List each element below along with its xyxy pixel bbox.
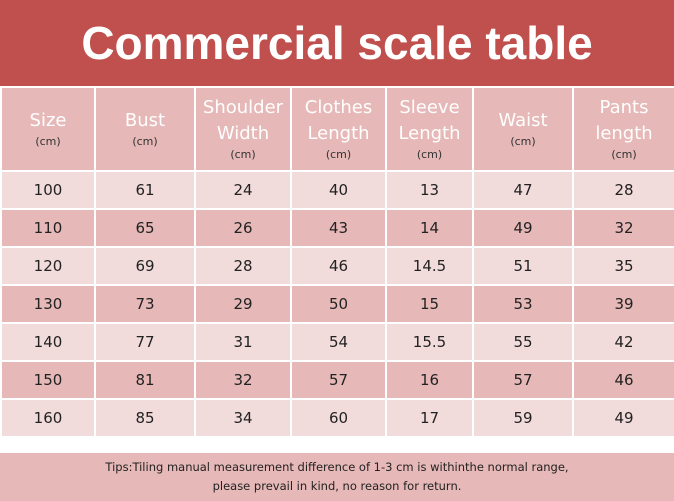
table-cell: 47 (472, 170, 574, 210)
header-label: Bust (124, 110, 166, 131)
header-row: Size (cm) Bust (cm) Shoulder Width (cm) Clothes… (0, 86, 674, 172)
table-cell: 28 (572, 170, 674, 210)
table-header: Size (cm) Bust (cm) Shoulder Width (cm) Clothes… (0, 86, 674, 172)
table-row: 110 65 26 43 14 49 32 (0, 208, 674, 248)
table-cell: 81 (94, 360, 196, 400)
size-table: Size (cm) Bust (cm) Shoulder Width (cm) Clothes… (0, 86, 674, 438)
table-row: 160 85 34 60 17 59 49 (0, 398, 674, 438)
table-cell: 29 (194, 284, 292, 324)
table-cell: 140 (0, 322, 96, 362)
header-label: Width (216, 123, 270, 144)
header-unit: (cm) (325, 148, 352, 161)
table-cell: 59 (472, 398, 574, 438)
table-cell: 43 (290, 208, 387, 248)
header-unit: (cm) (416, 148, 443, 161)
header-unit: (cm) (230, 148, 256, 161)
table-cell: 46 (572, 360, 674, 400)
table-cell: 54 (290, 322, 387, 362)
table-cell: 26 (194, 208, 292, 248)
table-cell: 14.5 (385, 246, 474, 286)
table-cell: 120 (0, 246, 96, 286)
table-cell: 17 (385, 398, 474, 438)
tip-line: please prevail in kind, no reason for re… (212, 479, 462, 493)
header-label: Pants (599, 97, 649, 118)
header-cell: Bust (cm) (94, 86, 196, 172)
table-cell: 15.5 (385, 322, 474, 362)
header-cell: Clothes Length (cm) (290, 86, 387, 172)
table-row: 150 81 32 57 16 57 46 (0, 360, 674, 400)
table-cell: 16 (385, 360, 474, 400)
title: Commercial scale table (0, 0, 674, 86)
header-label: length (595, 123, 653, 144)
header-label: Size (29, 110, 67, 131)
header-label: Waist (498, 110, 548, 131)
table-cell: 60 (290, 398, 387, 438)
table-cell: 110 (0, 208, 96, 248)
table-row: 100 61 24 40 13 47 28 (0, 170, 674, 210)
table-cell: 73 (94, 284, 196, 324)
table-cell: 160 (0, 398, 96, 438)
table-cell: 28 (194, 246, 292, 286)
table-cell: 31 (194, 322, 292, 362)
table-cell: 24 (194, 170, 292, 210)
header-label: Clothes (304, 97, 373, 118)
header-unit: (cm) (510, 135, 536, 148)
table-row: 120 69 28 46 14.5 51 35 (0, 246, 674, 286)
header-label: Length (398, 123, 461, 144)
header-unit: (cm) (35, 135, 61, 148)
table-cell: 15 (385, 284, 474, 324)
header-cell: Pants length (cm) (572, 86, 674, 172)
table-cell: 57 (472, 360, 574, 400)
header-cell: Waist (cm) (472, 86, 574, 172)
table-cell: 50 (290, 284, 387, 324)
header-label: Length (307, 123, 370, 144)
header-label: Shoulder (202, 97, 284, 118)
table-cell: 35 (572, 246, 674, 286)
table-cell: 42 (572, 322, 674, 362)
table-cell: 130 (0, 284, 96, 324)
table-cell: 57 (290, 360, 387, 400)
table-row: 130 73 29 50 15 53 39 (0, 284, 674, 324)
header-cell: Shoulder Width (cm) (194, 86, 292, 172)
table-cell: 61 (94, 170, 196, 210)
table-cell: 85 (94, 398, 196, 438)
header-unit: (cm) (132, 135, 158, 148)
table-cell: 40 (290, 170, 387, 210)
table-cell: 53 (472, 284, 574, 324)
table-cell: 39 (572, 284, 674, 324)
table-cell: 100 (0, 170, 96, 210)
table-cell: 46 (290, 246, 387, 286)
table-cell: 49 (472, 208, 574, 248)
table-row: 140 77 31 54 15.5 55 42 (0, 322, 674, 362)
table-cell: 32 (572, 208, 674, 248)
table-cell: 55 (472, 322, 574, 362)
header-unit: (cm) (611, 148, 637, 161)
table-cell: 49 (572, 398, 674, 438)
table-cell: 77 (94, 322, 196, 362)
table-cell: 69 (94, 246, 196, 286)
table-cell: 32 (194, 360, 292, 400)
table-cell: 150 (0, 360, 96, 400)
header-cell: Sleeve Length (cm) (385, 86, 474, 172)
header-label: Sleeve (399, 97, 460, 118)
header-cell: Size (cm) (0, 86, 96, 172)
table-cell: 14 (385, 208, 474, 248)
table-cell: 51 (472, 246, 574, 286)
table-cell: 34 (194, 398, 292, 438)
table-body: 100 61 24 40 13 47 28 110 65 26 43 14 49 32 120 69 28 46 1… (0, 170, 674, 438)
tips: Tips:Tiling manual measurement differenc… (0, 453, 674, 501)
table-cell: 13 (385, 170, 474, 210)
tip-line: Tips:Tiling manual measurement differenc… (105, 460, 569, 474)
table-cell: 65 (94, 208, 196, 248)
